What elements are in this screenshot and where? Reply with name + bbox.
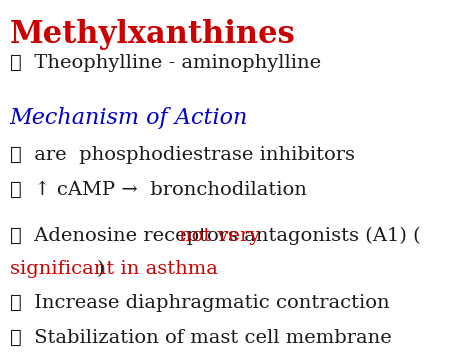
Text: not very: not very xyxy=(179,227,260,245)
Text: ➤  Adenosine receptors antagonists (A1) (: ➤ Adenosine receptors antagonists (A1) ( xyxy=(10,227,420,245)
Text: Methylxanthines: Methylxanthines xyxy=(10,19,296,50)
Text: ➤  Increase diaphragmatic contraction: ➤ Increase diaphragmatic contraction xyxy=(10,294,390,312)
Text: ➤  are  phosphodiestrase inhibitors: ➤ are phosphodiestrase inhibitors xyxy=(10,146,355,164)
Text: ➤  ↑ cAMP →  bronchodilation: ➤ ↑ cAMP → bronchodilation xyxy=(10,181,307,199)
Text: ➤  Stabilization of mast cell membrane: ➤ Stabilization of mast cell membrane xyxy=(10,329,392,347)
Text: ): ) xyxy=(96,260,104,278)
Text: Mechanism of Action: Mechanism of Action xyxy=(10,107,248,129)
Text: significant in asthma: significant in asthma xyxy=(10,260,218,278)
Text: ➤  Theophylline - aminophylline: ➤ Theophylline - aminophylline xyxy=(10,54,321,72)
